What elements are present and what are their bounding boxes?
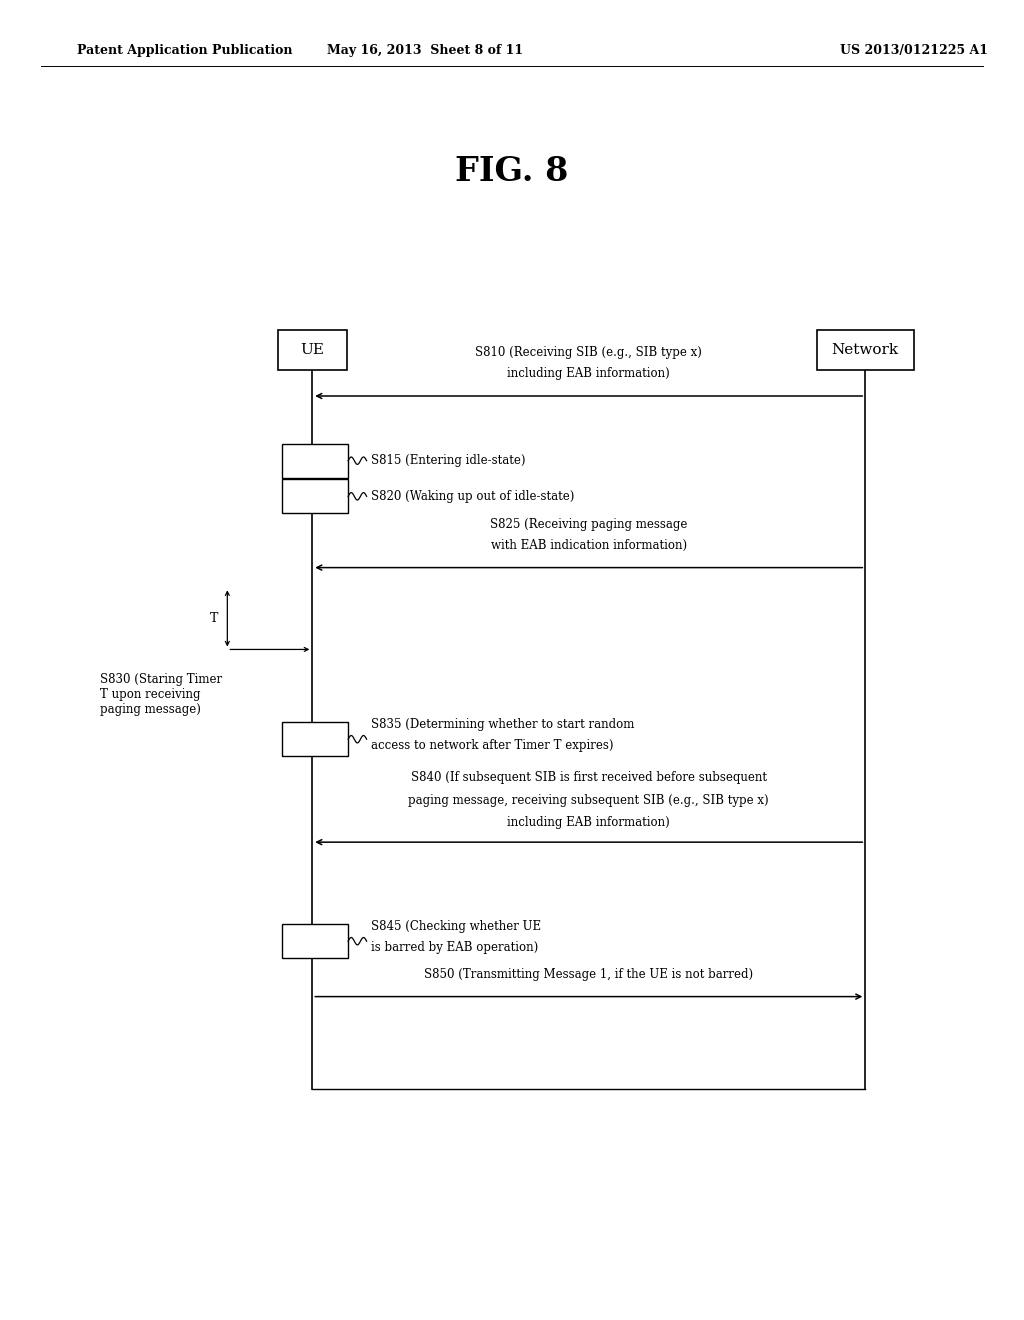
Text: S840 (If subsequent SIB is first received before subsequent: S840 (If subsequent SIB is first receive…	[411, 771, 767, 784]
Text: is barred by EAB operation): is barred by EAB operation)	[371, 941, 538, 954]
Text: S815 (Entering idle-state): S815 (Entering idle-state)	[371, 454, 525, 467]
Text: S810 (Receiving SIB (e.g., SIB type x): S810 (Receiving SIB (e.g., SIB type x)	[475, 346, 702, 359]
Text: including EAB information): including EAB information)	[508, 367, 670, 380]
Text: with EAB indication information): with EAB indication information)	[490, 539, 687, 552]
Text: FIG. 8: FIG. 8	[456, 154, 568, 187]
Bar	[817, 330, 913, 370]
Text: Patent Application Publication: Patent Application Publication	[77, 44, 292, 57]
Text: US 2013/0121225 A1: US 2013/0121225 A1	[840, 44, 988, 57]
Text: including EAB information): including EAB information)	[508, 816, 670, 829]
Bar	[282, 924, 348, 958]
Text: S830 (Staring Timer
T upon receiving
paging message): S830 (Staring Timer T upon receiving pag…	[100, 673, 222, 717]
Text: S850 (Transmitting Message 1, if the UE is not barred): S850 (Transmitting Message 1, if the UE …	[424, 968, 754, 981]
Text: Network: Network	[831, 343, 899, 356]
Bar	[282, 444, 348, 478]
Bar	[278, 330, 347, 370]
Text: T: T	[210, 612, 218, 624]
Text: May 16, 2013  Sheet 8 of 11: May 16, 2013 Sheet 8 of 11	[327, 44, 523, 57]
Text: paging message, receiving subsequent SIB (e.g., SIB type x): paging message, receiving subsequent SIB…	[409, 793, 769, 807]
Bar	[282, 722, 348, 756]
Bar	[282, 479, 348, 513]
Text: S845 (Checking whether UE: S845 (Checking whether UE	[371, 920, 541, 933]
Text: UE: UE	[300, 343, 325, 356]
Text: S825 (Receiving paging message: S825 (Receiving paging message	[490, 517, 687, 531]
Text: S820 (Waking up out of idle-state): S820 (Waking up out of idle-state)	[371, 490, 574, 503]
Text: access to network after Timer T expires): access to network after Timer T expires)	[371, 739, 613, 752]
Text: S835 (Determining whether to start random: S835 (Determining whether to start rando…	[371, 718, 634, 731]
